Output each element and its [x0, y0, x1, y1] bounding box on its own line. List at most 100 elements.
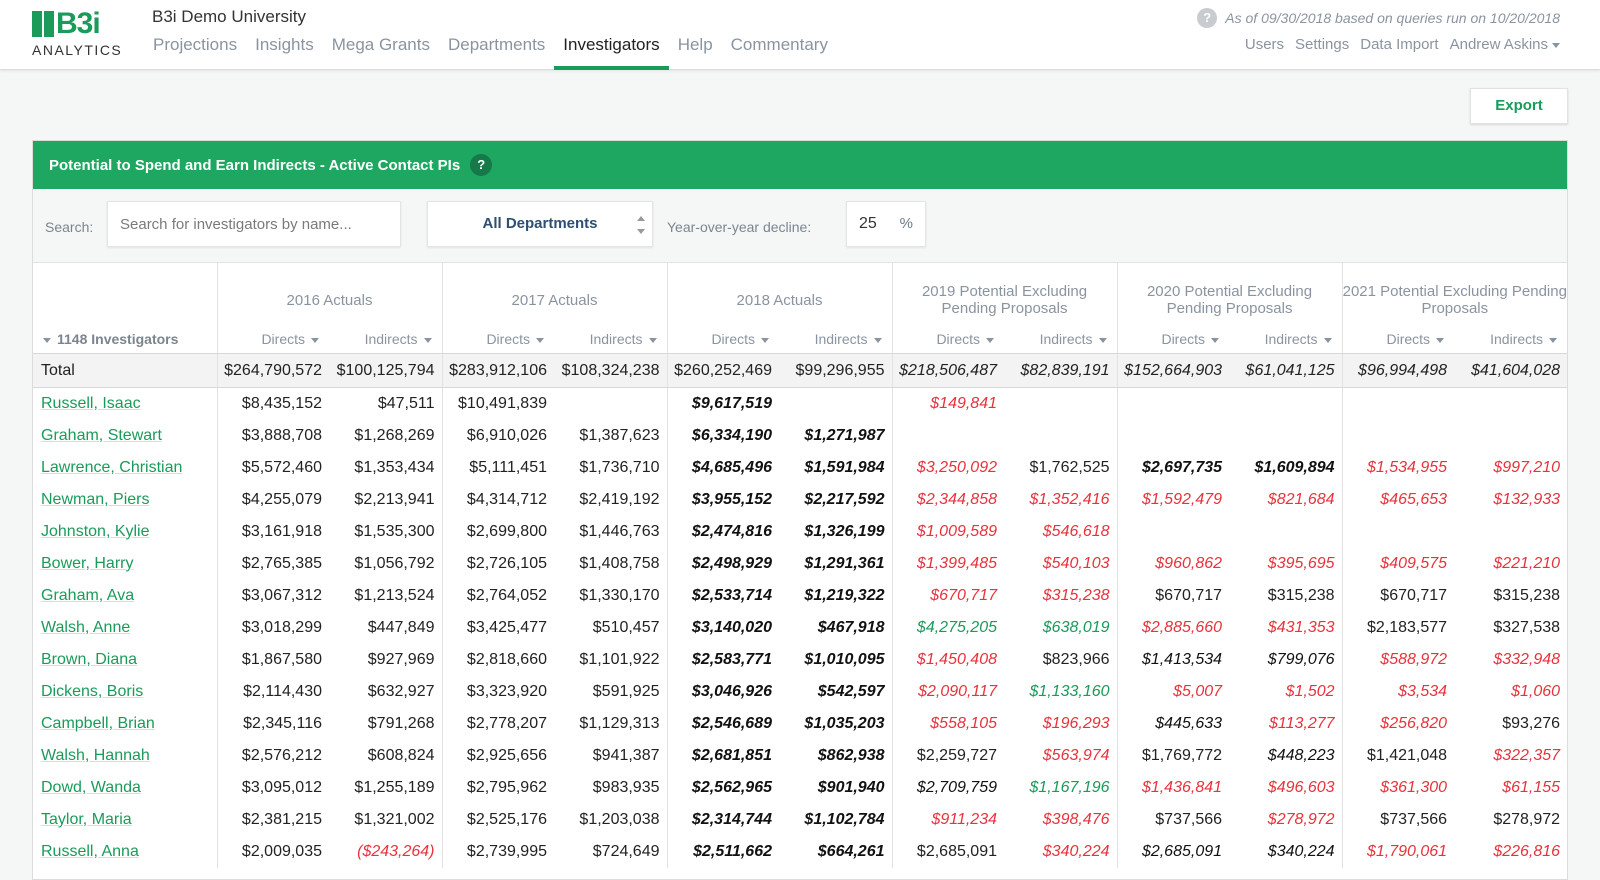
- directs-sort-2[interactable]: Directs: [666, 329, 779, 354]
- yoy-value: 25: [859, 215, 877, 232]
- b3i-logo[interactable]: B3i ANALYTICS: [32, 9, 124, 58]
- nav-insights[interactable]: Insights: [255, 35, 314, 54]
- directs-sort-3[interactable]: Directs: [891, 329, 1004, 354]
- table-cell: $61,155: [1502, 778, 1561, 796]
- nav-investigators[interactable]: Investigators: [554, 32, 670, 70]
- main-nav: Projections Insights Mega Grants Departm…: [144, 32, 837, 70]
- search-input[interactable]: [107, 201, 401, 247]
- nav-settings[interactable]: Settings: [1295, 36, 1350, 53]
- table-cell: $2,778,207: [441, 707, 554, 740]
- chevron-down-icon: [423, 337, 432, 343]
- user-menu[interactable]: Andrew Askins: [1450, 36, 1560, 53]
- nav-departments[interactable]: Departments: [447, 35, 546, 54]
- table-cell: $901,940: [817, 778, 885, 796]
- nav-users[interactable]: Users: [1244, 36, 1285, 53]
- table-cell: $1,213,524: [354, 586, 435, 604]
- chevron-down-icon: [648, 337, 657, 343]
- question-icon[interactable]: ?: [1197, 8, 1218, 28]
- investigator-link[interactable]: Graham, Stewart: [41, 426, 162, 444]
- nav-projections[interactable]: Projections: [153, 35, 238, 54]
- table-cell: $588,972: [1341, 643, 1455, 676]
- investigator-link[interactable]: Taylor, Maria: [41, 810, 132, 828]
- table-cell: $315,238: [1267, 586, 1335, 604]
- table-cell: $1,502: [1285, 682, 1335, 700]
- table-cell: $2,765,385: [216, 547, 329, 580]
- table-cell: $1,387,623: [579, 426, 660, 444]
- nav-data-import[interactable]: Data Import: [1360, 36, 1439, 53]
- sort-label: Directs: [1386, 331, 1431, 347]
- table-row: Walsh, Hannah $2,576,212 $608,824 $2,925,65…: [33, 739, 1567, 772]
- table-cell: $465,653: [1341, 483, 1455, 516]
- export-button[interactable]: Export: [1470, 88, 1568, 124]
- investigator-link[interactable]: Campbell, Brian: [41, 714, 155, 732]
- investigator-link[interactable]: Russell, Anna: [41, 842, 139, 860]
- sort-label: Indirects: [589, 331, 643, 347]
- table-cell: $2,511,662: [666, 835, 779, 868]
- indirects-sort-2[interactable]: Indirects: [779, 329, 892, 354]
- table-cell: $2,525,176: [441, 803, 554, 836]
- investigator-link[interactable]: Russell, Isaac: [41, 394, 141, 412]
- table-row: Dickens, Boris $2,114,430 $632,927 $3,323,9…: [33, 675, 1567, 708]
- table-cell: $93,276: [1502, 714, 1561, 732]
- table-cell: $100,125,794: [329, 353, 442, 388]
- panel-title: Potential to Spend and Earn Indirects - …: [49, 156, 461, 174]
- table-cell: $862,938: [817, 746, 885, 764]
- investigator-link[interactable]: Lawrence, Christian: [41, 458, 183, 476]
- investigator-link[interactable]: Bower, Harry: [41, 554, 134, 572]
- table-cell: $327,538: [1493, 618, 1561, 636]
- investigator-link[interactable]: Walsh, Hannah: [41, 746, 150, 764]
- investigator-link[interactable]: Newman, Piers: [41, 490, 150, 508]
- indirects-sort-3[interactable]: Indirects: [1004, 329, 1118, 354]
- table-cell: $447,849: [367, 618, 435, 636]
- table-cell: $3,046,926: [666, 675, 779, 708]
- investigator-link[interactable]: Johnston, Kylie: [41, 522, 150, 540]
- nav-help[interactable]: Help: [677, 35, 713, 54]
- table-cell: $2,314,744: [666, 803, 779, 836]
- header-2017-actuals: 2017 Actuals: [441, 263, 667, 329]
- directs-sort-0[interactable]: Directs: [216, 329, 329, 354]
- table-cell: $1,353,434: [354, 458, 435, 476]
- investigator-link[interactable]: Walsh, Anne: [41, 618, 131, 636]
- investigator-link[interactable]: Brown, Diana: [41, 650, 138, 668]
- table-cell: $1,790,061: [1341, 835, 1455, 868]
- nav-commentary[interactable]: Commentary: [730, 35, 828, 54]
- table-cell: $467,918: [817, 618, 885, 636]
- table-cell: $2,533,714: [666, 579, 779, 612]
- investigator-link[interactable]: Dowd, Wanda: [41, 778, 141, 796]
- table-cell: $3,534: [1341, 675, 1455, 708]
- department-select[interactable]: All Departments: [427, 201, 653, 247]
- table-cell: $1,009,589: [891, 515, 1004, 548]
- table-cell: $113,277: [1268, 714, 1335, 732]
- table-cell: $546,618: [1042, 522, 1110, 540]
- help-icon[interactable]: ?: [470, 154, 493, 176]
- investigator-count-sort[interactable]: 1148 Investigators: [33, 329, 217, 354]
- table-cell: $41,604,028: [1454, 353, 1568, 388]
- directs-sort-5[interactable]: Directs: [1341, 329, 1455, 354]
- table-cell: $2,925,656: [441, 739, 554, 772]
- department-select-value: All Departments: [482, 215, 598, 232]
- nav-mega-grants[interactable]: Mega Grants: [331, 35, 430, 54]
- filter-bar: Search: All Departments Year-over-year d…: [33, 189, 1567, 263]
- table-cell: $1,133,160: [1029, 682, 1110, 700]
- table-cell: $256,820: [1341, 707, 1455, 740]
- indirects-sort-5[interactable]: Indirects: [1454, 329, 1568, 354]
- yoy-decline-input[interactable]: 25 %: [846, 201, 926, 247]
- total-label: Total: [33, 353, 217, 388]
- logo-subtitle: ANALYTICS: [32, 42, 123, 58]
- indirects-sort-1[interactable]: Indirects: [554, 329, 667, 354]
- table-cell: $2,685,091: [891, 835, 1004, 868]
- chevron-down-icon: [761, 337, 769, 343]
- directs-sort-4[interactable]: Directs: [1116, 329, 1230, 354]
- table-cell: $5,572,460: [216, 451, 329, 484]
- directs-sort-1[interactable]: Directs: [441, 329, 554, 354]
- table-cell: $3,140,020: [666, 611, 779, 644]
- chevron-down-icon: [1436, 337, 1445, 343]
- indirects-sort-0[interactable]: Indirects: [329, 329, 442, 354]
- table-cell: [554, 388, 667, 420]
- indirects-sort-4[interactable]: Indirects: [1229, 329, 1343, 354]
- yoy-label: Year-over-year decline:: [667, 219, 812, 235]
- table-cell: $1,330,170: [579, 586, 660, 604]
- investigator-link[interactable]: Graham, Ava: [41, 586, 135, 604]
- table-cell: $2,739,995: [441, 835, 554, 868]
- investigator-link[interactable]: Dickens, Boris: [41, 682, 144, 700]
